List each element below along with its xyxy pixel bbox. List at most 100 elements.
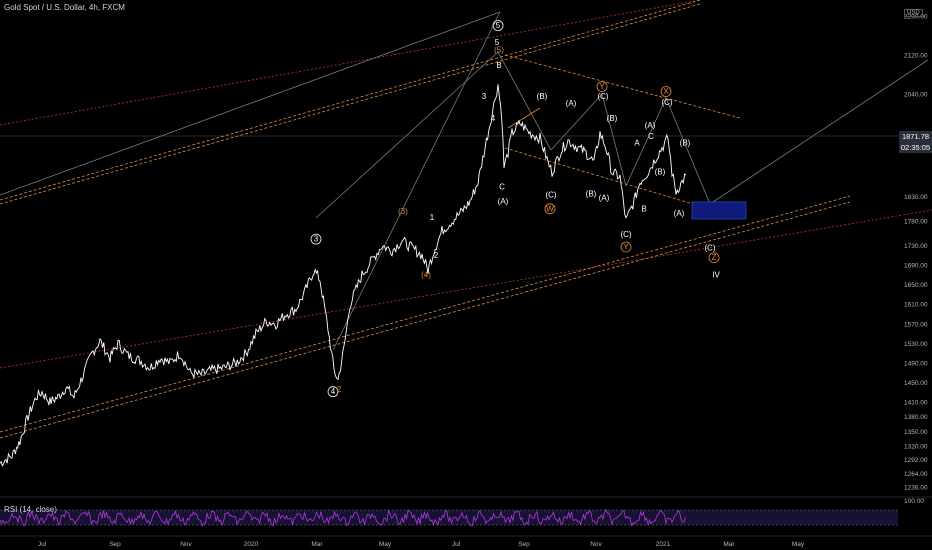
wave-label: (B) [586,190,597,199]
x-tick-label: Nov [590,541,602,548]
wave-label-circle [596,81,608,93]
y-tick-label: 2120.00 [904,52,928,59]
wave-label: B [496,61,501,70]
price-series-line [0,84,687,467]
y-tick-label: 1530.00 [904,341,928,348]
wave-label: A [634,138,640,147]
x-tick-label: May [792,541,805,548]
symbol-title: Gold Spot / U.S. Dollar, 4h, FXCM [4,3,125,12]
wave-label-circle [708,252,720,264]
y-tick-label: 1350.00 [904,429,928,436]
y-tick-label: 1410.00 [904,400,928,407]
wave-label: B [641,204,646,213]
y-tick-label: 1380.00 [904,414,928,421]
y-tick-label: 1490.00 [904,360,928,367]
currency-badge: USD [904,9,923,17]
wave-label-circle [544,203,556,215]
target-zone-box [691,201,747,220]
wave-label: 3 [482,92,487,101]
wave-label: C [648,132,654,141]
y-tick-label: 1292.00 [904,457,928,464]
grey-wave-path-4 [625,97,667,187]
y-tick-label: 1830.00 [904,194,928,201]
wave-label: (C) [597,92,608,101]
y-tick-label: 2040.00 [904,92,928,99]
y-tick-label: 1320.00 [904,444,928,451]
wave-label: (B) [655,168,666,177]
wave-label: 4 [331,387,336,396]
x-tick-label: 2020 [244,541,259,548]
wave-label-circle [310,233,322,245]
wave-label: (4) [421,270,431,279]
orange-channel-lower-2 [0,201,851,439]
wave-label: W [546,204,554,213]
x-tick-label: Mar [723,541,735,548]
wave-label: (A) [498,197,509,206]
last-price-badge: 1871.78 [899,131,932,142]
grey-wave-path-5 [665,97,711,205]
wave-label: C [499,182,505,191]
grey-wave-path-1 [497,51,552,151]
y-tick-label: 1236.00 [904,485,928,492]
x-tick-label: Sep [109,541,121,548]
wave-label: (B) [607,114,618,123]
wave-label: (5) [494,45,504,54]
x-tick-label: Jul [38,541,47,548]
wave-label: 5 [495,38,500,47]
wave-label: 2 [434,251,439,260]
x-tick-label: 2021 [656,541,671,548]
wave-label-circle [620,241,632,253]
y-tick-label: 1730.00 [904,243,928,250]
orange-channel-upper-1 [0,0,701,201]
orange-channel-upper-2 [0,3,701,205]
grey-trend-top [0,11,501,196]
wave-label: (A) [599,194,610,203]
wave-label-circle [327,386,339,398]
wave-label: Z [712,253,717,262]
wave-label: (C) [620,230,631,239]
wave-label: X [663,87,669,96]
y-tick-label: 1690.00 [904,263,928,270]
y-tick-label: 1610.00 [904,302,928,309]
grey-projection [709,59,929,205]
wave-label: (C) [545,191,556,200]
red-channel-upper [0,0,701,126]
time-axis: Jul Sep Nov 2020 Mar May Jul Sep Nov 2021 Mar May [38,541,805,548]
wave-label: 3 [314,235,319,244]
wave-label: (C) [704,243,715,252]
red-channel-lower [0,209,932,369]
wave-label: (3) [398,207,408,216]
wave-label: 2 [337,385,342,394]
x-tick-label: Mar [311,541,323,548]
x-tick-label: Sep [518,541,530,548]
rsi-series-line [0,508,686,527]
wave-label: 5 [496,21,501,30]
grey-wave-3-4 [315,51,499,219]
wave-label: Y [599,82,605,91]
y-tick-label: 1450.00 [904,380,928,387]
rsi-tick-label: 100.00 [904,498,924,505]
rsi-band [0,510,898,525]
wave-label: (A) [674,209,685,218]
y-tick-label: 1570.00 [904,321,928,328]
wave-label-circle [660,86,672,97]
wave-label: IV [712,270,720,279]
wave-label: Y [623,242,629,251]
price-axis: 2200.002120.002040.001960.001830.001780.… [904,13,928,491]
grey-trend-mid [332,11,501,351]
y-tick-label: 1780.00 [904,219,928,226]
wave-label: (A) [645,121,656,130]
x-tick-label: May [379,541,392,548]
grey-wave-path-2 [550,93,603,151]
wave-label: (C) [661,98,672,107]
wave-label: (A) [566,99,577,108]
wave-label: (B) [537,92,548,101]
wave-label: 1 [430,213,435,222]
y-tick-label: 1650.00 [904,282,928,289]
rsi-title: RSI (14, close) [4,505,57,514]
orange-sub-wave [507,107,541,129]
grey-wave-path-3 [601,93,627,187]
